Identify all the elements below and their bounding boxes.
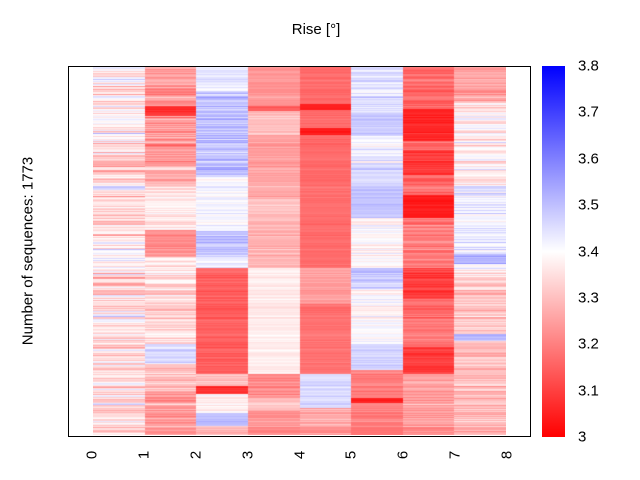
x-tick-0: 0 [83,450,101,460]
x-tick-1: 1 [135,450,153,460]
x-tick-3: 3 [239,450,257,460]
colorbar-tick-3.2: 3.2 [578,335,599,353]
y-axis-label: Number of sequences: 1773 [19,156,37,346]
colorbar-tick-3.5: 3.5 [578,196,599,214]
x-tick-5: 5 [342,450,360,460]
colorbar-gradient [542,66,565,437]
plot-area [68,66,531,437]
colorbar-tick-3.7: 3.7 [578,103,599,121]
colorbar-tick-3.6: 3.6 [578,150,599,168]
colorbar-tick-3.4: 3.4 [578,243,599,260]
x-tick-4: 4 [291,450,308,460]
colorbar-tick-3.1: 3.1 [578,382,599,400]
x-tick-6: 6 [394,450,412,460]
x-tick-7: 7 [446,450,464,460]
heatmap-canvas [93,67,506,435]
colorbar-tick-3.8: 3.8 [578,57,599,75]
chart-title: Rise [°] [291,21,341,38]
x-tick-2: 2 [187,450,205,460]
colorbar-tick-3: 3 [578,428,587,446]
x-tick-8: 8 [498,450,516,460]
colorbar-tick-3.3: 3.3 [578,289,599,307]
